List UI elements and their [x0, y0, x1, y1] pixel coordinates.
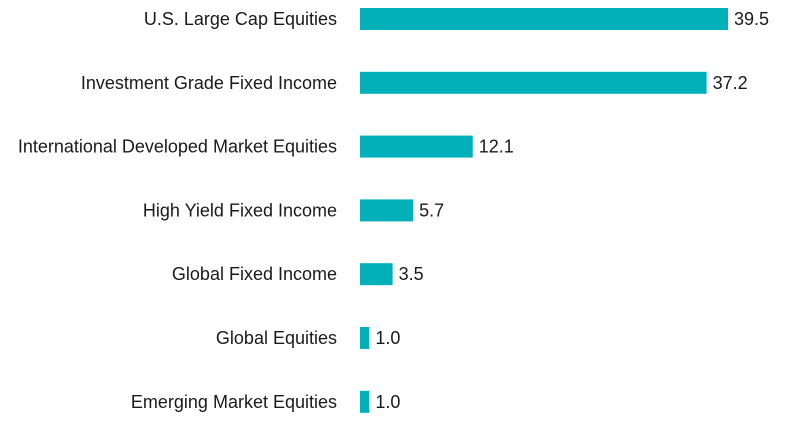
category-label: High Yield Fixed Income [143, 200, 337, 220]
value-label: 12.1 [479, 137, 514, 157]
bar [360, 135, 473, 158]
bar [360, 327, 370, 349]
category-labels: U.S. Large Cap Equities Investment Grade … [18, 9, 337, 412]
value-label: 1.0 [375, 392, 400, 412]
value-label: 3.5 [399, 264, 424, 284]
category-label: Investment Grade Fixed Income [81, 73, 337, 93]
bar [360, 8, 728, 30]
bars [360, 8, 728, 413]
category-label: Global Fixed Income [172, 264, 337, 284]
bar [360, 199, 414, 222]
value-label: 5.7 [419, 200, 444, 220]
value-label: 1.0 [375, 328, 400, 348]
category-label: Global Equities [216, 328, 337, 348]
category-label: Emerging Market Equities [131, 392, 337, 412]
bar [360, 71, 707, 94]
value-label: 39.5 [734, 9, 769, 29]
bar [360, 263, 393, 286]
value-label: 37.2 [713, 73, 748, 93]
value-labels: 39.5 37.2 12.1 5.7 3.5 1.0 1.0 [375, 9, 769, 412]
category-label: U.S. Large Cap Equities [144, 9, 337, 29]
bar [360, 390, 370, 413]
category-label: International Developed Market Equities [18, 137, 337, 157]
